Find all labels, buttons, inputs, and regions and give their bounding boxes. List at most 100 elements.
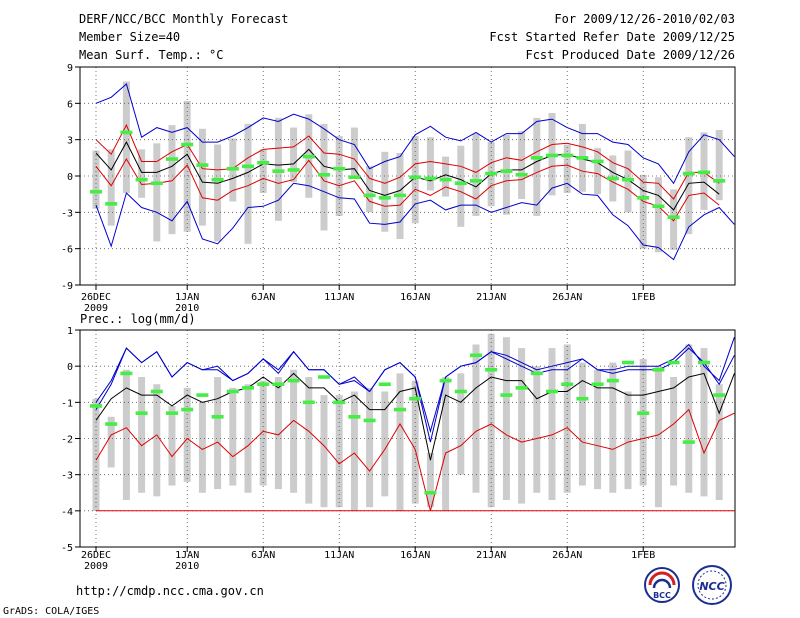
obs-marker-22 [424,490,437,495]
obs-marker-33 [591,382,604,387]
obs-marker-39 [682,440,695,444]
obs-marker-39 [682,171,695,176]
x-tick-label-4: 16JAN [400,550,430,561]
spread-bar-7 [198,402,206,493]
obs-marker-30 [546,153,558,158]
y-tick-label-5: 6 [67,99,73,110]
obs-marker-31 [561,153,574,158]
obs-marker-2 [120,130,133,135]
spread-bar-27 [502,337,510,500]
bcc-logo: BCC [644,567,680,603]
spread-bar-18 [366,166,374,213]
bcc-logo-text: BCC [653,591,671,600]
obs-marker-13 [287,168,300,172]
inner-upper-line [95,347,735,443]
obs-marker-35 [622,360,634,365]
obs-marker-1 [105,422,118,426]
obs-marker-2 [120,371,133,376]
footer-url[interactable]: http://cmdp.ncc.cma.gov.cn [76,584,264,598]
ncc-logo-text: NCC [699,580,724,593]
x-tick-label-5: 21JAN [476,292,506,303]
ensemble-mean-line [95,372,735,461]
spread-bar-26 [487,333,495,508]
obs-marker-17 [348,175,361,180]
header-member-size: Member Size=40 [79,30,180,44]
obs-marker-11 [257,382,270,387]
obs-marker-21 [409,396,422,401]
header-title: DERF/NCC/BCC Monthly Forecast [79,12,289,26]
obs-marker-6 [181,407,194,412]
outer-lower-line [95,182,735,261]
x-tick-label-1: 1JAN [175,292,199,303]
obs-marker-17 [348,415,361,419]
obs-marker-1 [105,202,118,206]
precip-panel-title: Prec.: log(mm/d) [80,312,196,326]
spread-bar-23 [442,156,450,197]
x-tick-label-0: 26DEC [81,550,111,561]
spread-bar-5 [168,405,176,486]
obs-marker-3 [135,177,148,182]
spread-bar-1 [107,416,115,468]
y-tick-label-5: 0 [67,362,73,373]
obs-marker-32 [576,156,589,160]
x-tick-label-1: 1JAN [175,550,199,561]
spread-bar-12 [274,117,282,221]
obs-marker-31 [561,382,574,387]
spread-bar-9 [229,387,237,486]
obs-marker-24 [454,181,467,186]
obs-marker-8 [211,177,224,182]
obs-marker-33 [591,159,604,164]
header-start-date: Fcst Started Refer Date 2009/12/25 [489,30,735,44]
obs-marker-37 [652,367,665,372]
obs-marker-36 [637,196,650,200]
y-tick-label-3: 0 [67,172,73,183]
x-tick-label-6: 26JAN [552,292,582,303]
spread-bar-8 [214,144,222,242]
obs-marker-16 [333,166,346,171]
obs-marker-36 [637,411,650,415]
x-tick-label-2: 6JAN [251,550,275,561]
obs-marker-20 [394,407,406,412]
spread-bar-1 [107,149,115,226]
outer-upper-line [95,83,735,185]
obs-marker-13 [287,378,300,383]
footer-grads: GrADS: COLA/IGES [3,606,99,617]
x-tick-label-3: 11JAN [324,550,354,561]
obs-marker-23 [439,177,452,182]
spread-bar-29 [533,366,541,493]
spread-bar-38 [670,377,678,486]
spread-bar-39 [685,344,693,493]
header-produced-date: Fcst Produced Date 2009/12/26 [525,48,735,62]
inner-lower-line [95,158,720,222]
spread-bar-28 [518,348,526,504]
x-tick-label-5: 21JAN [476,550,506,561]
spread-bar-23 [442,377,450,511]
spread-bar-41 [715,384,723,500]
obs-marker-29 [530,371,543,376]
obs-marker-5 [166,157,178,161]
y-tick-label-6: 9 [67,63,73,74]
obs-marker-25 [470,179,482,183]
spread-bar-3 [138,377,146,493]
obs-marker-5 [166,411,178,415]
spread-bar-7 [198,128,206,226]
spread-bar-35 [624,391,632,490]
obs-marker-9 [226,166,239,171]
obs-marker-26 [485,367,498,372]
obs-marker-0 [90,189,102,194]
spread-bar-5 [168,125,176,235]
obs-marker-26 [485,171,498,176]
x-tick-sublabel-1: 2010 [175,561,199,572]
spread-bar-15 [320,395,328,508]
obs-marker-27 [500,169,513,173]
inner-lower-line [95,408,735,511]
obs-marker-14 [302,400,315,405]
spread-bar-25 [472,344,480,493]
obs-marker-15 [318,172,330,177]
obs-marker-28 [515,172,528,177]
header-period: For 2009/12/26-2010/02/03 [554,12,735,26]
obs-marker-19 [378,196,391,200]
spread-bar-3 [138,149,146,198]
spread-bar-4 [153,143,161,242]
